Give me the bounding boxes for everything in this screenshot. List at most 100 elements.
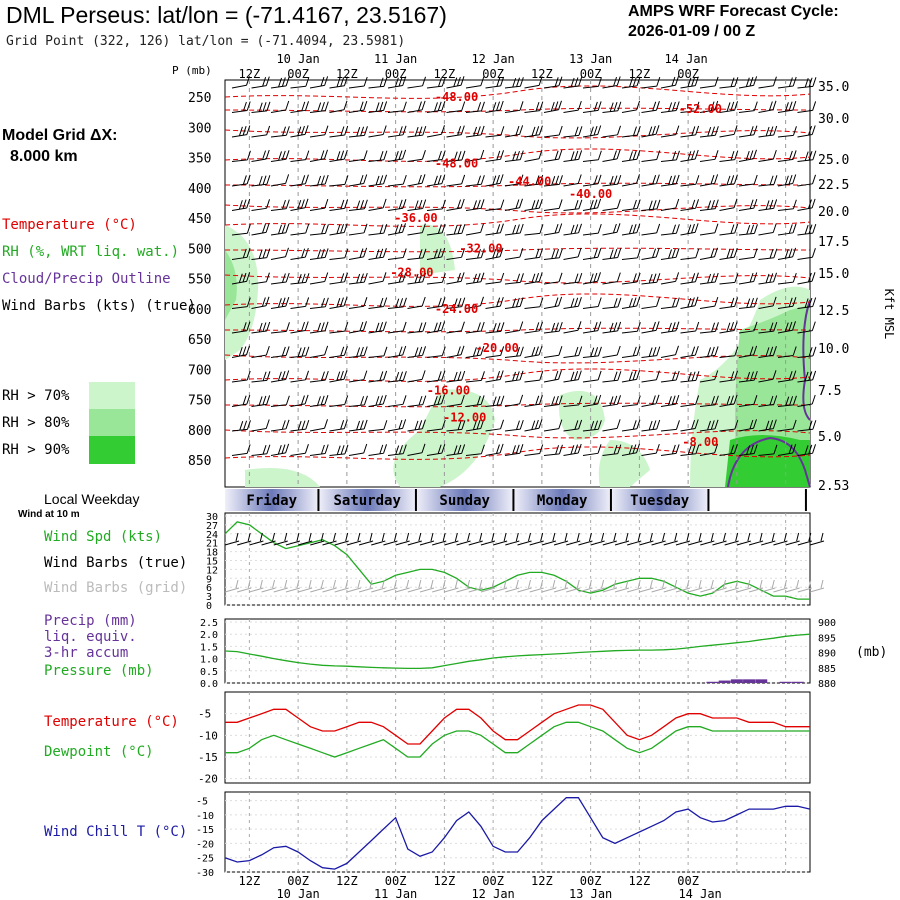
wind-barb <box>660 150 680 162</box>
wind-barb <box>290 419 310 432</box>
wind-barb <box>797 321 816 334</box>
wind-barb <box>426 101 446 113</box>
wind-barb <box>563 126 583 138</box>
legend-cloud: Cloud/Precip Outline <box>2 271 171 287</box>
wind-barb <box>738 272 758 285</box>
wind-barb <box>582 444 602 456</box>
wind-barb <box>290 444 309 456</box>
wind-barb-grid <box>553 579 569 593</box>
wind-barb <box>348 76 368 89</box>
temperature-contour-label: -52.00 <box>679 102 722 116</box>
wind-chill-tick: -5 <box>196 797 208 808</box>
wind-barb <box>602 444 622 456</box>
wind-barb <box>582 272 601 285</box>
top-time-label: 12Z <box>434 67 456 81</box>
wind-barb <box>699 272 719 285</box>
wind-barb <box>485 272 505 285</box>
pressure-tick-label: 500 <box>188 242 211 257</box>
wind-10m-label: Wind at 10 m <box>18 509 80 520</box>
wind-barb <box>563 443 582 456</box>
wind-barb-grid <box>310 579 325 593</box>
wind-barb <box>563 76 583 89</box>
wind-barb <box>446 297 466 309</box>
wind-barb <box>699 223 719 236</box>
wind-barb <box>660 420 680 432</box>
wind-barb <box>641 247 660 260</box>
wind-barb <box>758 296 777 309</box>
wind-barb-true <box>285 532 301 546</box>
pressure-tick-label: 850 <box>188 454 211 469</box>
wind-barb <box>563 297 582 309</box>
wind-barb <box>504 223 524 236</box>
wind-barb <box>758 125 778 138</box>
pressure-tick-label: 250 <box>188 91 211 106</box>
wind-barbs-group <box>231 76 817 456</box>
wind-barb <box>309 101 329 113</box>
wind-barb <box>290 346 310 358</box>
pressure-tick-label: 600 <box>188 303 211 318</box>
wind-barb <box>621 346 641 358</box>
weekday-label: Monday <box>537 493 588 509</box>
wind-barb <box>582 150 602 162</box>
rh-shaded-area <box>725 435 810 487</box>
wind-barb <box>407 248 427 260</box>
wind-barb <box>231 101 251 113</box>
wind-barb <box>797 248 816 260</box>
page-title: DML Perseus: lat/lon = (-71.4167, 23.516… <box>6 2 447 28</box>
wind-barb <box>563 174 582 187</box>
wind-barb <box>699 150 719 162</box>
wind-barb-grid <box>761 579 776 593</box>
wind-barb <box>719 77 739 89</box>
wind-barb <box>368 174 388 187</box>
wind-barb <box>329 223 348 236</box>
wind-barb-true <box>358 532 374 546</box>
wind-barb-true <box>736 532 752 546</box>
wind-barb <box>290 247 309 260</box>
wind-barb <box>719 321 738 334</box>
temperature-contour <box>224 293 811 307</box>
temperature-contour-label: -12.00 <box>443 411 486 425</box>
wind-barb-true <box>224 532 240 546</box>
wind-barb <box>309 125 329 138</box>
legend-wind-barbs-true: Wind Barbs (true) <box>44 555 188 571</box>
wind-barb <box>563 223 583 236</box>
wind-barb <box>524 248 544 260</box>
wind-barb <box>231 321 251 334</box>
temperature-panel-frame <box>224 691 811 784</box>
top-time-label: 00Z <box>287 67 309 81</box>
wind-barb <box>777 443 797 456</box>
wind-barb <box>660 76 679 89</box>
wind-barb <box>719 444 738 456</box>
wind-barb <box>270 150 290 162</box>
wind-barb <box>602 101 622 113</box>
wind-barb <box>719 419 739 432</box>
wind-barb <box>309 419 328 432</box>
temperature-contour-label: -20.00 <box>476 341 519 355</box>
wind-barb <box>524 149 543 162</box>
wind-barb <box>270 174 290 187</box>
wind-barb <box>797 198 816 211</box>
wind-barb <box>348 395 368 407</box>
wind-barb <box>329 395 349 407</box>
temperature-contour <box>224 148 811 162</box>
wind-barb <box>231 444 251 456</box>
pressure-tick-label: 700 <box>188 363 211 378</box>
pressure-tick-label: 650 <box>188 333 211 348</box>
wind-barb <box>699 346 719 358</box>
wind-barb <box>426 297 446 309</box>
wind-barb-grid <box>797 579 812 593</box>
wind-barb <box>348 174 368 187</box>
wind-barb <box>777 370 797 383</box>
wind-barb <box>231 297 251 309</box>
wind-barb <box>407 419 426 432</box>
wind-barb-grid <box>432 579 447 593</box>
wind-barb <box>582 223 602 236</box>
legend-rh90-label: RH > 90% <box>2 442 70 458</box>
wind-barb <box>543 444 563 456</box>
wind-barb <box>368 198 387 211</box>
precip-bar <box>706 681 719 683</box>
wind-barb <box>660 297 680 309</box>
temperature-contour-label: -28.00 <box>390 265 433 279</box>
wind-barb <box>426 174 446 187</box>
wind-barb <box>426 273 446 285</box>
